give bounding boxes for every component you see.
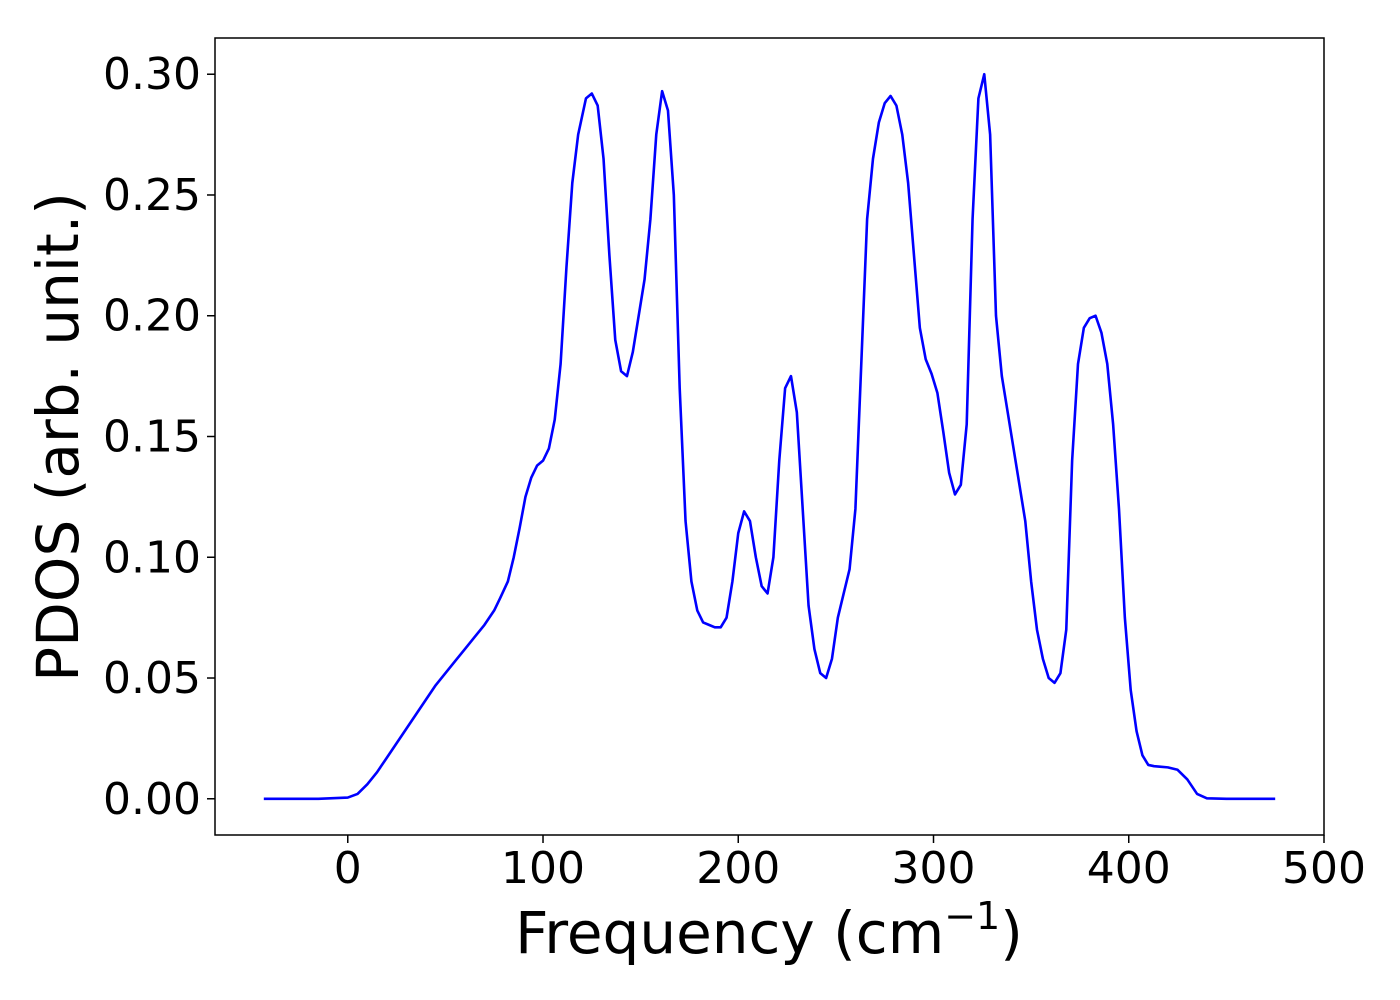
y-tick-label: 0.10	[103, 532, 201, 583]
y-axis-label: PDOS (arb. unit.)	[24, 192, 92, 682]
x-tick-label: 0	[334, 843, 362, 894]
y-tick-label: 0.05	[103, 653, 201, 704]
x-axis-label-close: )	[1000, 899, 1023, 967]
x-tick-label: 500	[1282, 843, 1366, 894]
y-tick-label: 0.00	[103, 774, 201, 825]
y-tick-label: 0.25	[103, 170, 201, 221]
data-series	[263, 72, 1276, 801]
y-tick-label: 0.15	[103, 412, 201, 463]
x-axis-label-exponent: −1	[944, 894, 1000, 938]
y-axis-ticks: 0.00 0.05 0.10 0.15 0.20 0.25 0.30	[103, 49, 215, 825]
x-tick-label: 100	[501, 843, 585, 894]
x-axis-label: Frequency (cm−1)	[515, 894, 1023, 967]
pdos-series-line	[263, 72, 1276, 801]
plot-area	[214, 37, 1325, 836]
x-tick-label: 300	[892, 843, 976, 894]
y-tick-label: 0.30	[103, 49, 201, 100]
y-tick-label: 0.20	[103, 291, 201, 342]
x-axis-ticks: 0 100 200 300 400 500	[334, 835, 1366, 894]
x-tick-label: 200	[696, 843, 780, 894]
x-tick-label: 400	[1087, 843, 1171, 894]
